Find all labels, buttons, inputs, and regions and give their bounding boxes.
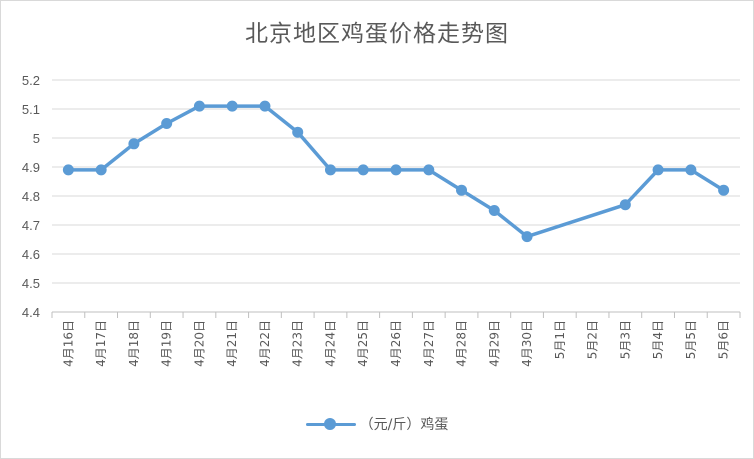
data-point xyxy=(193,100,205,112)
x-tick-label: 4月20日 xyxy=(192,320,206,367)
x-tick-label: 4月29日 xyxy=(487,320,501,367)
data-point xyxy=(226,100,238,112)
data-point xyxy=(488,205,500,216)
chart-title: 北京地区鸡蛋价格走势图 xyxy=(245,21,509,47)
data-point xyxy=(161,118,173,129)
y-tick-label: 5.1 xyxy=(22,102,40,117)
x-tick-label: 4月18日 xyxy=(127,320,141,367)
legend-line-marker-icon xyxy=(305,417,356,431)
x-tick-label: 5月2日 xyxy=(586,320,600,359)
data-point xyxy=(456,184,468,196)
y-tick-label: 4.5 xyxy=(22,276,40,291)
x-tick-label: 5月5日 xyxy=(684,320,698,359)
data-point xyxy=(423,164,435,176)
data-point xyxy=(718,184,730,196)
x-tick-label: 5月4日 xyxy=(651,320,665,359)
x-tick-label: 4月21日 xyxy=(225,320,239,367)
legend: （元/斤）鸡蛋 xyxy=(0,414,754,434)
data-point xyxy=(95,164,107,176)
x-tick-label: 4月19日 xyxy=(160,320,174,367)
x-tick-label: 5月1日 xyxy=(553,320,567,359)
y-tick-label: 4.8 xyxy=(22,189,40,204)
x-tick-label: 4月26日 xyxy=(389,320,403,367)
x-tick-label: 4月22日 xyxy=(258,320,272,367)
y-tick-label: 4.4 xyxy=(22,305,40,320)
y-tick-label: 4.7 xyxy=(22,218,40,233)
data-point xyxy=(292,126,304,138)
data-point xyxy=(685,164,697,176)
x-tick-label: 4月16日 xyxy=(61,320,75,367)
x-tick-label: 4月24日 xyxy=(323,320,337,367)
x-tick-label: 4月17日 xyxy=(94,320,108,367)
data-point xyxy=(357,164,369,176)
y-tick-label: 5.2 xyxy=(22,73,40,88)
y-tick-label: 4.9 xyxy=(22,160,40,175)
x-tick-label: 4月23日 xyxy=(291,320,305,367)
data-point xyxy=(62,164,74,176)
data-point xyxy=(619,199,631,211)
x-tick-label: 5月6日 xyxy=(717,320,731,359)
x-tick-label: 4月30日 xyxy=(520,320,534,367)
data-point xyxy=(324,164,336,176)
x-tick-label: 4月25日 xyxy=(356,320,370,367)
legend-label: （元/斤）鸡蛋 xyxy=(359,417,449,433)
y-tick-label: 4.6 xyxy=(22,247,40,262)
x-tick-label: 4月28日 xyxy=(455,320,469,367)
data-point xyxy=(128,138,140,150)
x-tick-label: 4月27日 xyxy=(422,320,436,367)
data-point xyxy=(652,164,664,176)
data-point xyxy=(259,100,271,112)
x-tick-label: 5月3日 xyxy=(618,320,632,359)
data-point xyxy=(390,164,402,176)
data-point xyxy=(521,231,533,243)
y-tick-label: 5 xyxy=(33,131,40,146)
